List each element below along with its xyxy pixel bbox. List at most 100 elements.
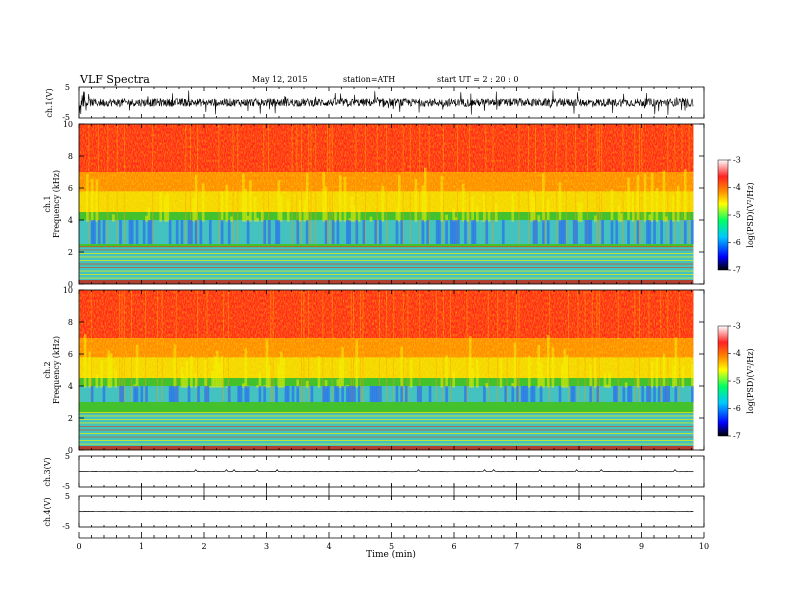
spec-speck bbox=[532, 386, 536, 402]
spec-speck bbox=[204, 386, 207, 402]
spec-speck bbox=[190, 220, 193, 244]
spec-speck bbox=[452, 220, 456, 244]
spec-speck bbox=[485, 220, 489, 244]
spec-speck bbox=[220, 220, 224, 244]
spec-streak bbox=[537, 215, 541, 222]
spec-streak bbox=[258, 372, 262, 388]
spec-speck bbox=[372, 386, 375, 402]
spec-speck bbox=[575, 220, 578, 244]
ch4-ytick-top: 5 bbox=[65, 492, 70, 501]
spec-speck bbox=[149, 220, 153, 244]
spec-streak bbox=[230, 216, 233, 222]
ch4-waveform-panel: 5 -5 ch.4(V) bbox=[43, 492, 705, 531]
spec-streak bbox=[452, 371, 456, 388]
colorbar-tick-label: -3 bbox=[733, 322, 741, 331]
spec-speck bbox=[346, 220, 349, 244]
spec-streak bbox=[225, 386, 229, 388]
spec-speck bbox=[428, 386, 432, 402]
spec-speck bbox=[147, 220, 151, 244]
spec-speck bbox=[168, 220, 172, 244]
spec-speck bbox=[246, 220, 250, 244]
spec-speck bbox=[239, 386, 243, 402]
spec-speck bbox=[331, 220, 335, 244]
spec-speck bbox=[584, 220, 588, 244]
x-tick-label: 10 bbox=[699, 542, 709, 551]
spec-speck bbox=[445, 386, 448, 402]
spec-speck bbox=[542, 220, 545, 244]
ch1-spectrogram bbox=[79, 124, 694, 284]
spec-speck bbox=[206, 386, 210, 402]
spec-speck bbox=[665, 386, 668, 402]
spec-speck bbox=[275, 386, 278, 402]
spec-speck bbox=[596, 386, 600, 402]
spec-speck bbox=[520, 386, 524, 402]
spec-speck bbox=[119, 386, 122, 402]
spec-speck bbox=[641, 386, 645, 402]
colorbar-tick-label: -3 bbox=[733, 156, 741, 165]
colorbar-tick-label: -4 bbox=[733, 349, 741, 358]
spec-speck bbox=[523, 386, 526, 402]
spec-streak bbox=[665, 216, 668, 222]
colorbar-ch1-ticks: -3 -4 -5 -6 -7 bbox=[728, 156, 741, 275]
spec-streak bbox=[643, 386, 647, 388]
spec-speck bbox=[175, 386, 179, 402]
spec-speck bbox=[175, 220, 179, 244]
spec-streak bbox=[95, 373, 99, 388]
spec-streak bbox=[620, 213, 623, 222]
spec-speck bbox=[379, 220, 382, 244]
spec-speck bbox=[208, 220, 212, 244]
spec-streak bbox=[594, 215, 597, 222]
spec-speck bbox=[348, 220, 352, 244]
spec-speck bbox=[662, 386, 666, 402]
spec-band bbox=[79, 244, 694, 248]
spec-streak bbox=[452, 208, 456, 222]
colorbar-ch2: -3 -4 -5 -6 -7 log(PSD)(V²/Hz) bbox=[717, 322, 755, 441]
spec-streak bbox=[246, 215, 250, 222]
spec-streak bbox=[480, 220, 484, 222]
x-tick-label: 3 bbox=[264, 542, 269, 551]
colorbar-tick-label: -6 bbox=[733, 404, 741, 413]
spec-speck bbox=[268, 220, 271, 244]
spec-streak bbox=[208, 385, 212, 388]
spec-speck bbox=[90, 386, 94, 402]
ch1-spectrogram-ylabel-channel: ch.1 bbox=[43, 195, 52, 212]
spec-speck bbox=[674, 386, 678, 402]
ch1-waveform-panel: 5 -5 ch.1(V) bbox=[45, 83, 705, 122]
x-tick-label: 5 bbox=[389, 542, 394, 551]
spec-streak bbox=[182, 376, 186, 388]
x-tick-label: 8 bbox=[576, 542, 581, 551]
spec-speck bbox=[102, 220, 106, 244]
spec-speck bbox=[180, 220, 184, 244]
spec-speck bbox=[601, 220, 604, 244]
spec-streak bbox=[454, 217, 458, 222]
spec-speck bbox=[258, 386, 262, 402]
spec-streak bbox=[511, 383, 515, 388]
spec-speck bbox=[291, 386, 295, 402]
spec-speck bbox=[615, 386, 619, 402]
spec-speck bbox=[669, 220, 673, 244]
spec-speck bbox=[324, 386, 328, 402]
spec-speck bbox=[516, 386, 519, 402]
spec-speck bbox=[589, 386, 593, 402]
spec-speck bbox=[296, 220, 300, 244]
colorbar-ch2-label: log(PSD)(V²/Hz) bbox=[746, 348, 755, 413]
spec-speck bbox=[374, 220, 378, 244]
spec-speck bbox=[284, 386, 288, 402]
spec-speck bbox=[324, 220, 328, 244]
spec-speck bbox=[660, 220, 663, 244]
spec-speck bbox=[572, 386, 576, 402]
spec-speck bbox=[648, 386, 652, 402]
spec-speck bbox=[636, 220, 640, 244]
ch1-waveform-ylabel: ch.1(V) bbox=[45, 88, 54, 117]
spec-speck bbox=[334, 386, 337, 402]
spec-speck bbox=[263, 386, 266, 402]
spec-streak bbox=[353, 204, 356, 222]
spec-speck bbox=[357, 386, 361, 402]
spec-streak bbox=[475, 205, 479, 222]
spec-speck bbox=[237, 386, 240, 402]
spec-speck bbox=[646, 220, 649, 244]
spec-streak bbox=[369, 216, 373, 222]
spec-streak bbox=[242, 383, 245, 388]
spec-streak bbox=[487, 210, 491, 222]
spec-speck bbox=[438, 220, 441, 244]
